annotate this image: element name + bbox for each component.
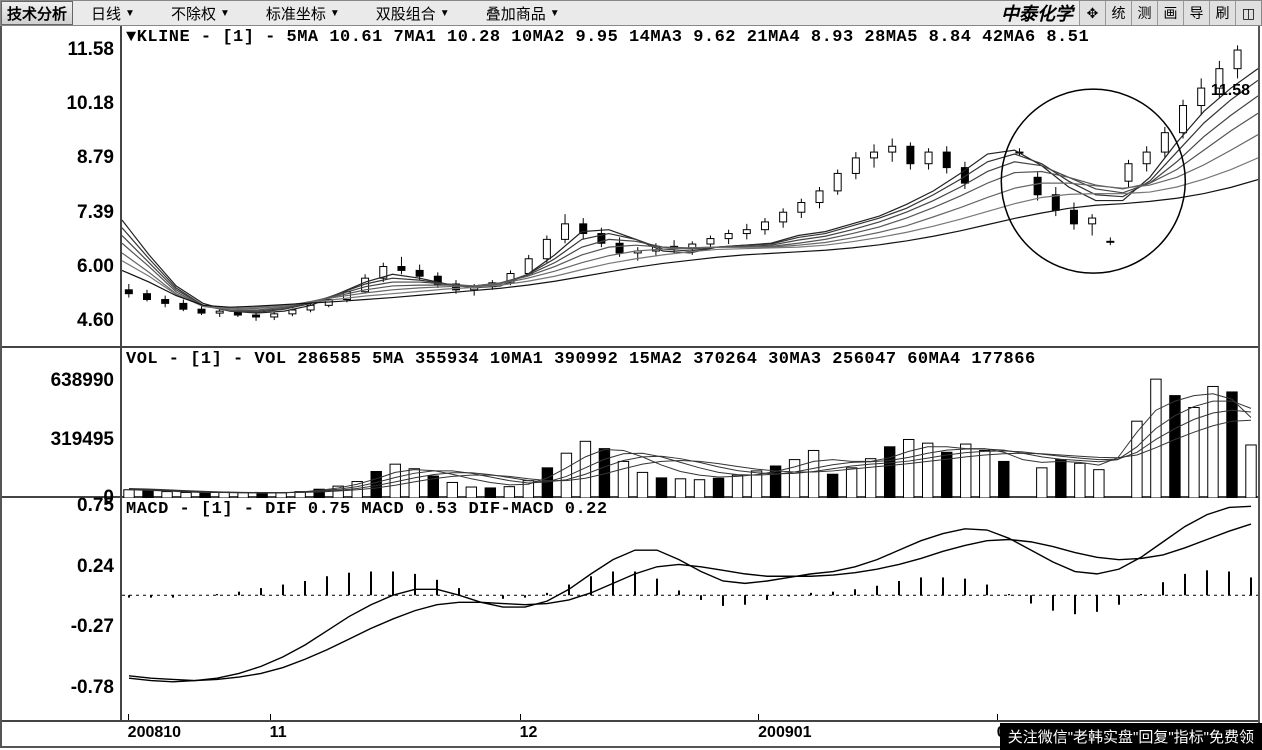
last-price-label: 11.58 [1211, 82, 1250, 100]
kline-panel[interactable]: 11.58 10.18 8.79 7.39 6.00 4.60 ▼KLINE - [1] … [2, 26, 1258, 348]
measure-icon[interactable]: 测 [1131, 1, 1157, 25]
refresh-icon[interactable]: 刷 [1209, 1, 1235, 25]
ytick: 8.79 [77, 147, 114, 169]
chevron-down-icon: ▼ [330, 8, 340, 19]
stock-name: 中泰化学 [995, 0, 1079, 26]
xtick: 200901 [758, 724, 811, 742]
ytick: 638990 [51, 370, 114, 392]
export-icon[interactable]: 导 [1183, 1, 1209, 25]
draw-icon[interactable]: 画 [1157, 1, 1183, 25]
macd-plot[interactable]: MACD - [1] - DIF 0.75 MACD 0.53 DIF-MACD… [122, 498, 1258, 720]
ytick: 0.24 [77, 556, 114, 578]
vol-plot[interactable]: VOL - [1] - VOL 286585 5MA 355934 10MA1 … [122, 348, 1258, 496]
stats-icon[interactable]: 统 [1105, 1, 1131, 25]
macd-yaxis: 0.75 0.24 -0.27 -0.78 [2, 498, 122, 720]
vol-yaxis: 6389903194950 [2, 348, 122, 496]
chevron-down-icon: ▼ [440, 8, 450, 19]
menu-overlay[interactable]: 叠加商品▼ [468, 3, 578, 24]
ytick: 7.39 [77, 202, 114, 224]
kline-plot[interactable]: ▼KLINE - [1] - 5MA 10.61 7MA1 10.28 10MA… [122, 26, 1258, 346]
xtick: 12 [520, 724, 538, 742]
chart-area: 11.58 10.18 8.79 7.39 6.00 4.60 ▼KLINE - [1] … [0, 26, 1260, 748]
restore-icon[interactable]: ◫ [1235, 1, 1261, 25]
analysis-button[interactable]: 技术分析 [1, 1, 73, 25]
ytick: 319495 [51, 429, 114, 451]
chevron-down-icon: ▼ [550, 8, 560, 19]
menu-adjust[interactable]: 不除权▼ [153, 3, 248, 24]
xtick: 11 [270, 724, 287, 742]
kline-yaxis: 11.58 10.18 8.79 7.39 6.00 4.60 [2, 26, 122, 346]
ytick: -0.78 [71, 677, 114, 699]
menu-compare[interactable]: 双股组合▼ [358, 3, 468, 24]
xtick: 200810 [128, 724, 181, 742]
ytick: 4.60 [77, 310, 114, 332]
menu-period[interactable]: 日线▼ [73, 3, 153, 24]
main-toolbar: 技术分析 日线▼ 不除权▼ 标准坐标▼ 双股组合▼ 叠加商品▼ 中泰化学 ✥ 统… [0, 0, 1262, 26]
ytick: 0.75 [77, 495, 114, 517]
volume-panel[interactable]: 6389903194950 VOL - [1] - VOL 286585 5MA… [2, 348, 1258, 498]
ytick: 11.58 [68, 39, 115, 61]
promo-banner: 关注微信"老韩实盘"回复"指标"免费领 [1000, 723, 1262, 750]
ytick: 6.00 [77, 256, 114, 278]
menu-coord[interactable]: 标准坐标▼ [248, 3, 358, 24]
chevron-down-icon: ▼ [125, 8, 135, 19]
chevron-down-icon: ▼ [220, 8, 230, 19]
ytick: 10.18 [66, 93, 114, 115]
macd-panel[interactable]: 0.75 0.24 -0.27 -0.78 MACD - [1] - DIF 0.75… [2, 498, 1258, 722]
ytick: -0.27 [71, 616, 114, 638]
move-icon[interactable]: ✥ [1079, 1, 1105, 25]
